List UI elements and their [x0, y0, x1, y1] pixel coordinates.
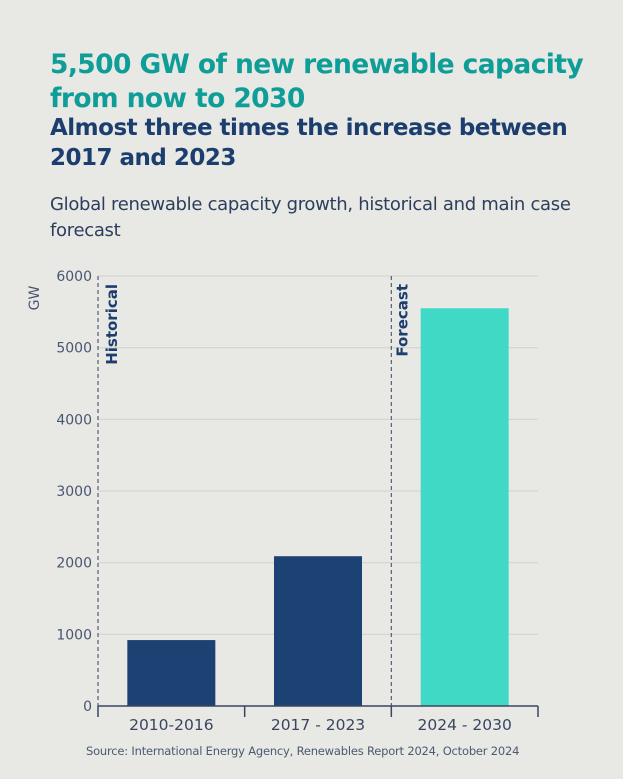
y-tick-label: 0	[83, 699, 92, 715]
subheadline: Almost three times the increase between …	[50, 115, 568, 171]
x-tick-label: 2010-2016	[129, 716, 214, 734]
chart-caption: Global renewable capacity growth, histor…	[50, 194, 571, 241]
y-tick-label: 4000	[56, 412, 92, 428]
source-note: Source: International Energy Agency, Ren…	[86, 744, 520, 758]
x-axis-tick-labels: 2010-2016 2017 - 2023 2024 - 2030	[129, 716, 512, 734]
y-axis-label: GW	[27, 286, 43, 311]
bar-forecast	[420, 308, 509, 706]
y-axis-ticks: 0 1000 2000 3000 4000 5000 6000	[56, 269, 92, 715]
bars	[127, 308, 509, 706]
headline: 5,500 GW of new renewable capacity from …	[50, 49, 584, 114]
x-axis	[97, 705, 539, 717]
period-annotations: Historical Forecast	[103, 284, 411, 365]
x-tick-label: 2017 - 2023	[271, 716, 365, 734]
y-tick-label: 3000	[56, 484, 92, 500]
y-tick-label: 2000	[56, 556, 92, 572]
bar-historical	[274, 556, 362, 706]
y-tick-label: 1000	[56, 627, 92, 643]
bar-historical	[127, 640, 216, 706]
y-tick-label: 5000	[56, 341, 92, 357]
annotation-forecast: Forecast	[393, 284, 411, 357]
x-tick-label: 2024 - 2030	[417, 716, 511, 734]
annotation-historical: Historical	[103, 284, 121, 365]
period-dividers	[97, 276, 392, 706]
y-tick-label: 6000	[56, 269, 92, 285]
